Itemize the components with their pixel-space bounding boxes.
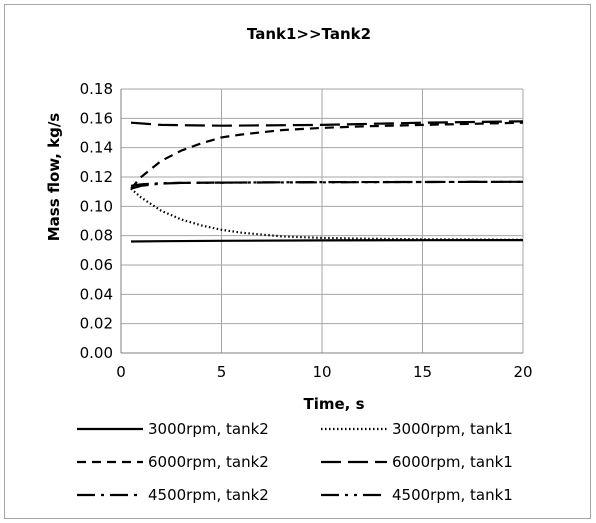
legend-label: 3000rpm, tank1 bbox=[392, 420, 513, 438]
legend-label: 6000rpm, tank1 bbox=[392, 453, 513, 471]
series-lines bbox=[130, 120, 524, 243]
y-tick-label: 0.04 bbox=[80, 285, 113, 303]
legend-label: 6000rpm, tank2 bbox=[148, 453, 269, 471]
y-tick-label: 0.10 bbox=[80, 197, 113, 215]
line-chart: Tank1>>Tank2 0.00 0.02 0.04 0.06 0.08 0.10 0.1… bbox=[45, 25, 533, 504]
legend-label: 4500rpm, tank1 bbox=[392, 486, 513, 504]
chart-frame: Tank1>>Tank2 0.00 0.02 0.04 0.06 0.08 0.10 0.1… bbox=[4, 4, 591, 519]
x-tick-label: 10 bbox=[312, 363, 331, 381]
y-tick-label: 0.00 bbox=[80, 344, 113, 362]
legend: 3000rpm, tank2 3000rpm, tank1 6000rpm, tan… bbox=[77, 420, 513, 504]
y-tick-label: 0.06 bbox=[80, 256, 113, 274]
legend-label: 4500rpm, tank2 bbox=[148, 486, 269, 504]
y-tick-label: 0.14 bbox=[80, 139, 113, 157]
y-tick-label: 0.02 bbox=[80, 315, 113, 333]
series-line-6 bbox=[130, 180, 524, 187]
series-line-5 bbox=[130, 180, 524, 190]
axes: 0.00 0.02 0.04 0.06 0.08 0.10 0.12 0.14 0.16 0.18… bbox=[80, 80, 533, 381]
y-tick-label: 0.18 bbox=[80, 80, 113, 98]
x-axis-title: Time, s bbox=[303, 395, 364, 413]
x-tick-label: 5 bbox=[217, 363, 227, 381]
y-tick-label: 0.12 bbox=[80, 168, 113, 186]
gridlines bbox=[121, 88, 524, 353]
series-line-3 bbox=[130, 121, 524, 190]
x-tick-label: 15 bbox=[413, 363, 432, 381]
x-tick-label: 0 bbox=[116, 363, 126, 381]
legend-label: 3000rpm, tank2 bbox=[148, 420, 269, 438]
x-tick-label: 20 bbox=[513, 363, 532, 381]
series-line-1 bbox=[130, 239, 524, 243]
y-axis-title: Mass flow, kg/s bbox=[45, 113, 63, 242]
y-tick-label: 0.08 bbox=[80, 227, 113, 245]
series-line-4 bbox=[130, 120, 524, 127]
series-line-2 bbox=[130, 187, 524, 241]
y-tick-label: 0.16 bbox=[80, 109, 113, 127]
chart-title: Tank1>>Tank2 bbox=[247, 25, 371, 43]
